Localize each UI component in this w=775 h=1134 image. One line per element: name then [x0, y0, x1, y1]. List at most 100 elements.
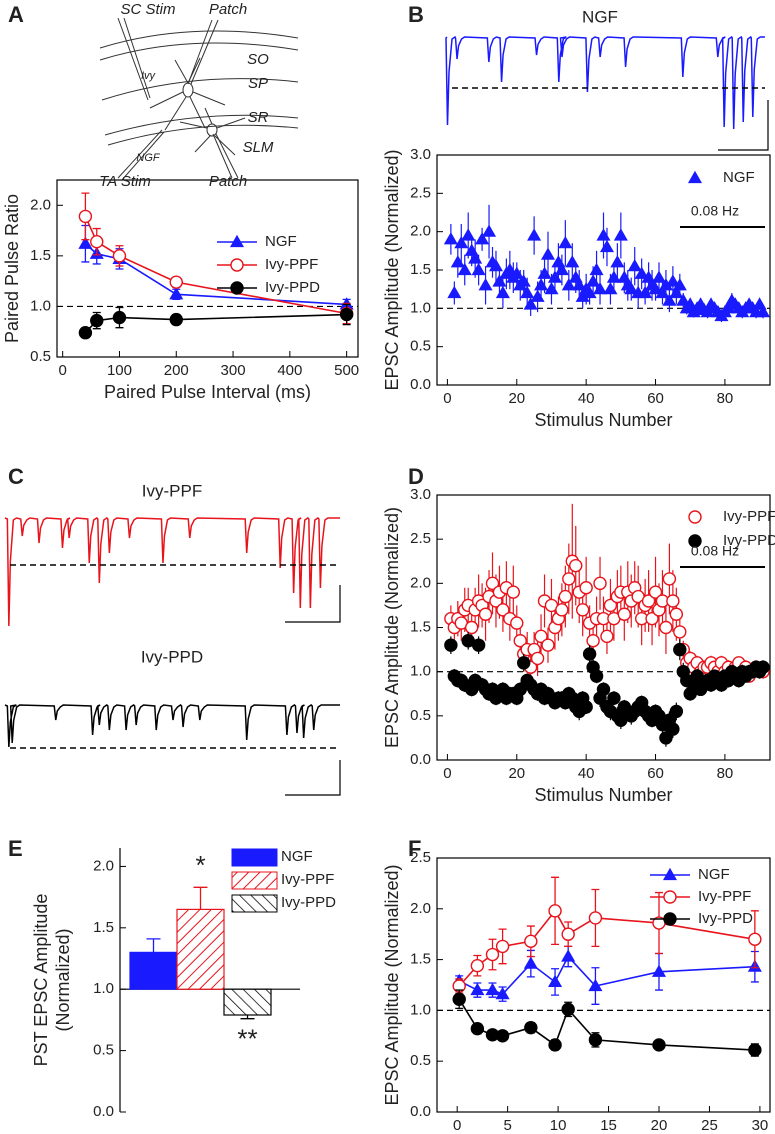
- marker: [558, 589, 573, 604]
- y-tick-label: 0.0: [410, 1103, 431, 1120]
- marker: [457, 262, 472, 276]
- marker: [492, 274, 507, 287]
- y-tick-label: 1.5: [93, 919, 114, 936]
- y-tick-label: 1.5: [410, 951, 431, 968]
- marker: [481, 224, 497, 237]
- trace: [445, 35, 765, 130]
- marker: [572, 278, 587, 291]
- x-axis-label: Paired Pulse Interval (ms): [104, 382, 311, 402]
- marker: [169, 287, 184, 300]
- x-axis-label: Stimulus Number: [534, 785, 672, 805]
- marker: [534, 278, 549, 291]
- marker: [588, 978, 603, 992]
- marker: [672, 278, 687, 291]
- marker: [756, 304, 771, 318]
- x-tick-label: 0: [59, 362, 67, 379]
- x-tick-label: 200: [164, 362, 189, 379]
- y-axis-label: EPSC Amplitude (Normalized): [382, 864, 402, 1105]
- legend-label: Ivy-PPF: [281, 871, 334, 888]
- legend-swatch: [231, 848, 278, 867]
- marker: [565, 255, 580, 268]
- marker: [662, 572, 677, 586]
- marker: [558, 235, 573, 249]
- marker: [524, 934, 538, 949]
- marker: [599, 239, 615, 253]
- marker: [78, 326, 93, 340]
- legend-label: NGF: [698, 866, 730, 883]
- marker: [603, 598, 618, 613]
- marker: [659, 620, 673, 635]
- legend-label: NGF: [281, 848, 313, 865]
- marker: [582, 647, 597, 661]
- legend-marker: [230, 258, 244, 272]
- ta-electrode: [117, 129, 165, 181]
- marker: [495, 939, 510, 954]
- x-tick-label: 40: [578, 390, 595, 407]
- y-tick-label: 1.0: [410, 1001, 431, 1018]
- significance: *: [195, 850, 205, 880]
- panel-letter: E: [8, 836, 23, 861]
- series-line: [458, 998, 755, 1051]
- panel-letter: C: [8, 464, 24, 489]
- x-tick-label: 20: [508, 765, 525, 782]
- marker: [592, 281, 608, 295]
- error-bar: [240, 1015, 255, 1020]
- y-axis-label: (Normalized): [53, 928, 73, 1031]
- y-axis-label: PST EPSC Amplitude: [31, 894, 51, 1067]
- diagram-label: SP: [248, 75, 268, 92]
- x-tick-label: 80: [717, 390, 734, 407]
- marker: [544, 281, 559, 295]
- y-tick-label: 2.0: [93, 857, 114, 874]
- diagram-label: TA Stim: [99, 173, 151, 190]
- marker: [485, 982, 500, 996]
- y-tick-label: 2.5: [410, 849, 431, 866]
- marker: [748, 932, 762, 946]
- marker: [475, 232, 490, 245]
- x-tick-label: 0: [443, 765, 451, 782]
- marker: [651, 270, 667, 283]
- y-tick-label: 2.5: [410, 530, 431, 547]
- marker: [470, 958, 485, 973]
- marker: [666, 594, 680, 608]
- marker: [537, 266, 552, 279]
- marker: [488, 258, 504, 272]
- diagram-label: NGF: [136, 152, 161, 164]
- ngf-soma: [206, 123, 218, 137]
- marker: [662, 293, 677, 306]
- x-tick-label: 60: [647, 390, 664, 407]
- significance: **: [237, 1024, 257, 1054]
- y-tick-label: 0.5: [93, 1042, 114, 1059]
- marker: [506, 585, 521, 599]
- marker: [610, 255, 625, 268]
- x-tick-label: 10: [550, 1117, 567, 1134]
- legend-label: Ivy-PPD: [265, 279, 320, 296]
- scale-bar: [718, 100, 769, 151]
- marker: [634, 266, 649, 279]
- marker: [464, 620, 479, 635]
- marker: [673, 642, 687, 657]
- y-tick-label: 2.0: [30, 196, 51, 213]
- marker: [603, 281, 618, 295]
- marker: [586, 634, 600, 648]
- marker: [478, 607, 493, 621]
- bar: [129, 951, 178, 990]
- marker: [648, 585, 663, 599]
- marker: [78, 209, 93, 224]
- trace-title: Ivy-PPF: [142, 481, 202, 500]
- marker: [90, 234, 104, 249]
- bar: [176, 908, 225, 990]
- trace-title: NGF: [582, 7, 618, 26]
- marker: [756, 660, 770, 674]
- marker: [669, 607, 684, 621]
- legend-label: Ivy-PPF: [265, 256, 318, 273]
- marker: [659, 731, 673, 745]
- marker: [112, 310, 127, 325]
- x-tick-label: 100: [107, 362, 132, 379]
- trace-title: Ivy-PPD: [141, 647, 203, 666]
- y-tick-label: 0.5: [410, 707, 431, 724]
- marker: [596, 682, 611, 697]
- marker: [613, 228, 628, 241]
- x-tick-label: 25: [701, 1117, 718, 1134]
- diagram-label: SO: [247, 51, 269, 68]
